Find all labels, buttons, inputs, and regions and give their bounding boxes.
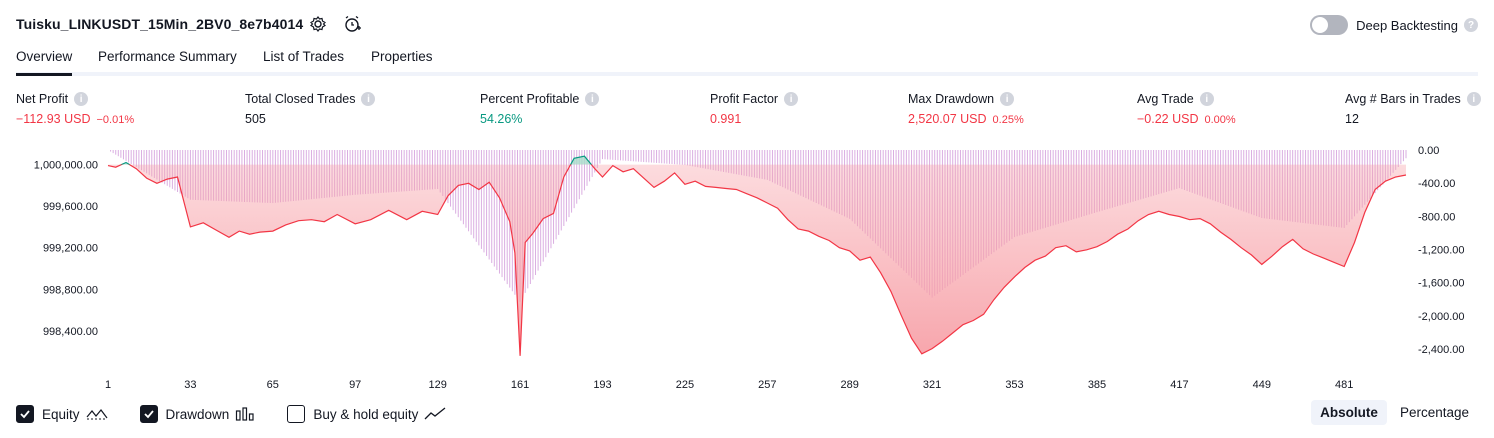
- stat-avg-bars-in-trades: Avg # Bars in Trades i 12: [1345, 92, 1481, 126]
- y-right-tick-label: -800.00: [1418, 211, 1455, 223]
- absolute-button[interactable]: Absolute: [1311, 400, 1387, 425]
- stat-value: −112.93 USD: [16, 112, 91, 126]
- y-right-tick-label: 0.00: [1418, 145, 1439, 157]
- stat-label: Avg # Bars in Trades: [1345, 92, 1461, 106]
- x-tick-label: 97: [349, 379, 361, 391]
- legend-equity[interactable]: Equity: [16, 405, 108, 423]
- checkbox[interactable]: [287, 405, 306, 423]
- equity-area: [107, 155, 1407, 356]
- x-tick-label: 385: [1088, 379, 1106, 391]
- trend-line-icon: [424, 407, 446, 420]
- y-right-tick-label: -2,000.00: [1418, 311, 1464, 323]
- percentage-button[interactable]: Percentage: [1399, 405, 1469, 420]
- left-axis: 1,000,000.00 999,600.00 999,200.00 998,800.…: [34, 160, 98, 338]
- help-icon[interactable]: i: [1466, 92, 1481, 106]
- x-axis: 1 33 65 97 129 161 193 225 257 289 321 353 385 417 449…: [105, 379, 1353, 391]
- y-left-tick-label: 1,000,000.00: [34, 160, 98, 172]
- equity-line: [107, 164, 1407, 356]
- x-tick-label: 161: [511, 379, 529, 391]
- x-tick-label: 33: [184, 379, 196, 391]
- stat-value: 2,520.07 USD: [908, 112, 987, 126]
- stat-percent-profitable: Percent Profitable i 54.26%: [480, 92, 600, 126]
- stat-percent: −0.01%: [96, 114, 135, 126]
- y-left-tick-label: 999,600.00: [43, 201, 98, 213]
- x-tick-label: 481: [1335, 379, 1353, 391]
- equity-fill-negative: [108, 164, 1406, 356]
- chart-legend: Equity Drawdown Buy & hold equity: [16, 402, 478, 426]
- x-tick-label: 289: [841, 379, 859, 391]
- stat-total-closed-trades: Total Closed Trades i 505: [245, 92, 376, 126]
- help-icon[interactable]: i: [74, 92, 89, 106]
- x-tick-label: 449: [1253, 379, 1271, 391]
- stat-value: 12: [1345, 112, 1359, 126]
- view-mode-toggle: Absolute Percentage: [1307, 400, 1478, 425]
- x-tick-label: 193: [593, 379, 611, 391]
- tab-properties[interactable]: Properties: [371, 49, 433, 64]
- alarm-clock-plus-icon[interactable]: [340, 12, 364, 36]
- tab-performance-summary[interactable]: Performance Summary: [98, 49, 237, 64]
- legend-label: Buy & hold equity: [313, 406, 419, 422]
- x-tick-label: 353: [1005, 379, 1023, 391]
- stat-label: Percent Profitable: [480, 92, 580, 106]
- deep-backtesting-toggle[interactable]: [1310, 15, 1349, 35]
- stat-profit-factor: Profit Factor i 0.991: [710, 92, 799, 126]
- x-tick-label: 225: [676, 379, 694, 391]
- stat-label: Profit Factor: [710, 92, 779, 106]
- help-icon[interactable]: i: [361, 92, 376, 106]
- legend-buy-hold[interactable]: Buy & hold equity: [287, 405, 446, 423]
- stat-label: Net Profit: [16, 92, 69, 106]
- strategy-title: Tuisku_LINKUSDT_15Min_2BV0_8e7b4014: [16, 16, 304, 32]
- tab-list-of-trades[interactable]: List of Trades: [263, 49, 345, 64]
- report-header: Tuisku_LINKUSDT_15Min_2BV0_8e7b4014 Deep…: [16, 12, 1478, 38]
- right-axis: 0.00 -400.00 -800.00 -1,200.00 -1,600.00 -2,0…: [1418, 145, 1464, 356]
- help-icon[interactable]: ?: [1464, 18, 1478, 32]
- stat-avg-trade: Avg Trade i −0.22 USD 0.00%: [1137, 92, 1236, 126]
- tab-overview[interactable]: Overview: [16, 49, 73, 76]
- y-left-tick-label: 998,400.00: [43, 326, 98, 338]
- stat-value: −0.22 USD: [1137, 112, 1199, 126]
- stat-percent: 0.25%: [992, 114, 1024, 126]
- equity-line-icon: [86, 409, 108, 420]
- stat-label: Max Drawdown: [908, 92, 995, 106]
- x-tick-label: 417: [1170, 379, 1188, 391]
- stat-value: 54.26%: [480, 112, 523, 126]
- summary-stats: Net Profit i −112.93 USD −0.01% Total Clos…: [16, 92, 1481, 132]
- x-tick-label: 1: [105, 379, 111, 391]
- report-tabs: Overview Performance Summary List of Tra…: [16, 44, 1478, 76]
- legend-label: Equity: [42, 406, 80, 422]
- help-icon[interactable]: i: [784, 92, 799, 106]
- stat-percent: 0.00%: [1204, 114, 1236, 126]
- toggle-knob: [1312, 17, 1329, 33]
- stat-label: Total Closed Trades: [245, 92, 356, 106]
- y-right-tick-label: -1,600.00: [1418, 278, 1464, 290]
- y-left-tick-label: 999,200.00: [43, 243, 98, 255]
- y-right-tick-label: -1,200.00: [1418, 245, 1464, 257]
- gear-icon[interactable]: [306, 12, 330, 36]
- x-tick-label: 129: [429, 379, 447, 391]
- x-tick-label: 65: [267, 379, 279, 391]
- x-tick-label: 321: [923, 379, 941, 391]
- equity-drawdown-chart[interactable]: 1,000,000.00 999,600.00 999,200.00 998,800.…: [0, 140, 1494, 396]
- stat-value: 505: [245, 112, 266, 126]
- help-icon[interactable]: i: [1199, 92, 1214, 106]
- stat-net-profit: Net Profit i −112.93 USD −0.01%: [16, 92, 134, 126]
- legend-drawdown[interactable]: Drawdown: [139, 405, 256, 423]
- checkbox[interactable]: [16, 405, 34, 423]
- stat-value: 0.991: [710, 112, 742, 126]
- y-left-tick-label: 998,800.00: [43, 284, 98, 296]
- help-icon[interactable]: i: [1000, 92, 1015, 106]
- x-tick-label: 257: [758, 379, 776, 391]
- stat-label: Avg Trade: [1137, 92, 1194, 106]
- legend-label: Drawdown: [165, 406, 230, 422]
- y-right-tick-label: -2,400.00: [1418, 344, 1464, 356]
- help-icon[interactable]: i: [585, 92, 600, 106]
- deep-backtesting-control: Deep Backtesting ?: [1310, 14, 1478, 36]
- stat-max-drawdown: Max Drawdown i 2,520.07 USD 0.25%: [908, 92, 1024, 126]
- deep-backtesting-label: Deep Backtesting: [1356, 17, 1458, 33]
- checkbox[interactable]: [139, 405, 158, 423]
- y-right-tick-label: -400.00: [1418, 178, 1455, 190]
- bar-chart-icon: [236, 407, 254, 421]
